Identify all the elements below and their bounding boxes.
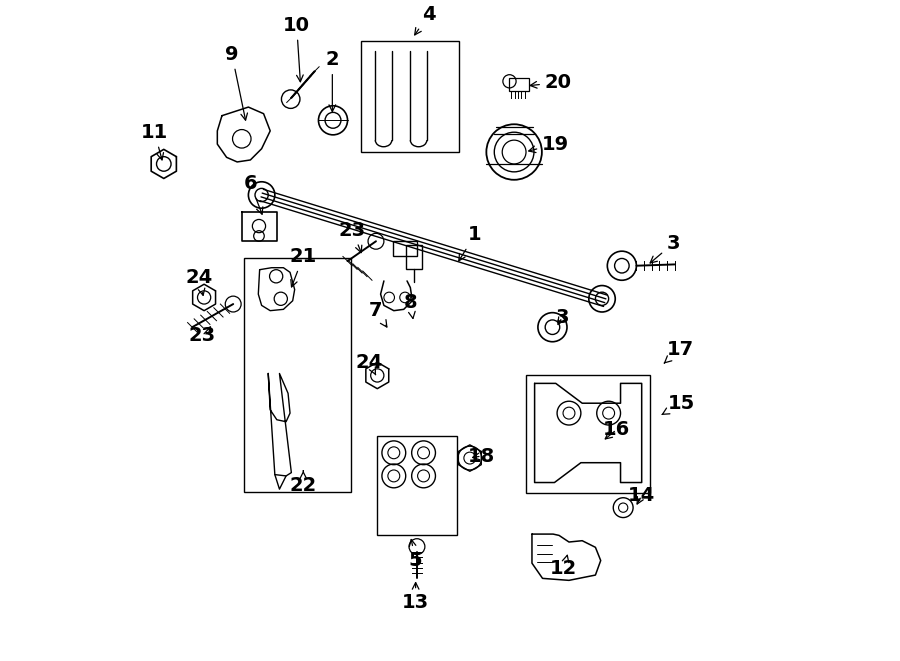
Text: 24: 24 (185, 268, 212, 295)
Text: 9: 9 (225, 45, 248, 120)
Text: 10: 10 (284, 16, 310, 82)
Text: 23: 23 (338, 221, 365, 253)
Text: 22: 22 (290, 471, 317, 495)
Text: 7: 7 (369, 301, 387, 327)
Bar (361, 41, 459, 152)
Text: 12: 12 (550, 555, 577, 578)
Bar (526, 375, 651, 493)
Text: 1: 1 (459, 225, 482, 261)
Text: 23: 23 (189, 327, 216, 345)
Text: 24: 24 (356, 353, 383, 375)
Text: 14: 14 (628, 486, 655, 505)
Text: 20: 20 (530, 73, 572, 92)
Text: 8: 8 (403, 293, 418, 319)
Text: 11: 11 (141, 123, 168, 160)
Text: 2: 2 (326, 50, 339, 112)
Bar (377, 436, 456, 535)
Text: 16: 16 (603, 420, 630, 439)
Text: 18: 18 (468, 447, 495, 465)
Text: 17: 17 (664, 340, 694, 363)
Text: 21: 21 (290, 247, 317, 287)
Text: 4: 4 (415, 5, 436, 35)
Bar (509, 78, 529, 91)
Text: 13: 13 (402, 582, 429, 612)
Bar (244, 258, 351, 492)
Text: 3: 3 (555, 308, 569, 327)
Text: 5: 5 (409, 539, 422, 570)
Text: 19: 19 (528, 135, 570, 153)
Bar (406, 245, 421, 269)
Text: 6: 6 (244, 175, 263, 214)
Text: 3: 3 (650, 234, 680, 263)
Bar (393, 241, 417, 256)
Text: 15: 15 (662, 394, 695, 414)
